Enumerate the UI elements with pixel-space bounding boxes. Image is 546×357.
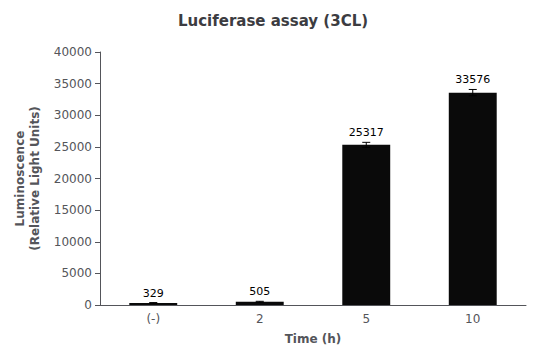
svg-text:10: 10 — [465, 312, 480, 326]
svg-text:505: 505 — [249, 285, 270, 298]
svg-text:5: 5 — [362, 312, 370, 326]
svg-text:15000: 15000 — [54, 203, 92, 217]
svg-text:5000: 5000 — [61, 266, 92, 280]
svg-text:Luciferase assay (3CL): Luciferase assay (3CL) — [178, 12, 368, 30]
svg-text:0: 0 — [84, 298, 92, 312]
svg-text:(-): (-) — [146, 312, 160, 326]
svg-text:329: 329 — [143, 287, 164, 300]
svg-text:25317: 25317 — [349, 126, 384, 139]
svg-text:33576: 33576 — [455, 73, 490, 86]
svg-text:10000: 10000 — [54, 235, 92, 249]
svg-text:30000: 30000 — [54, 108, 92, 122]
svg-text:Time (h): Time (h) — [285, 332, 342, 346]
svg-text:35000: 35000 — [54, 77, 92, 91]
svg-text:40000: 40000 — [54, 45, 92, 59]
svg-text:(Relative Light Units): (Relative Light Units) — [28, 106, 42, 251]
svg-text:Luminoscence: Luminoscence — [13, 131, 27, 227]
svg-text:20000: 20000 — [54, 172, 92, 186]
svg-text:2: 2 — [256, 312, 264, 326]
svg-text:25000: 25000 — [54, 140, 92, 154]
